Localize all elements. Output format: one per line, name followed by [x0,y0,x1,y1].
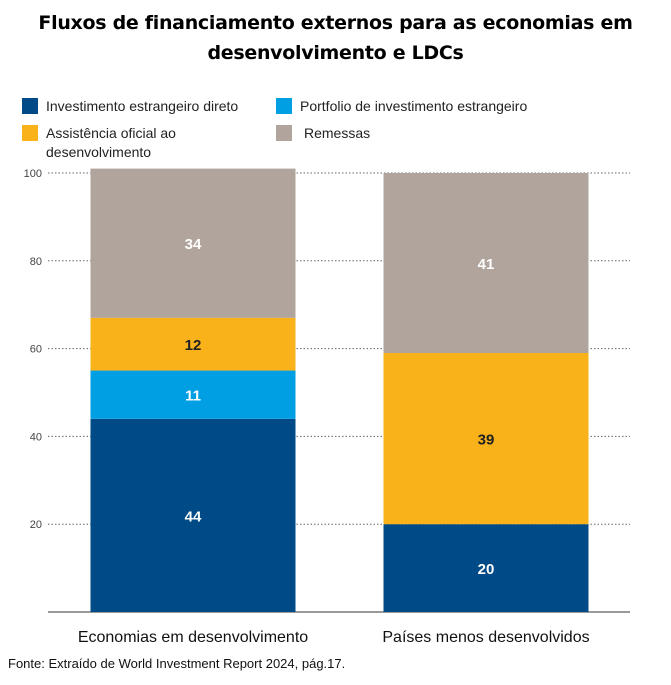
chart-title-line-1: Fluxos de financiamento externos para as… [38,12,633,34]
legend-label-oda-line-1: Assistência oficial ao [46,125,176,141]
y-tick-label-100: 100 [24,168,42,180]
bar-segment-1-2 [383,352,589,525]
chart-title-line-2: desenvolvimento e LDCs [207,42,464,64]
bar-segment-1-3 [383,173,589,353]
source-note: Fonte: Extraído de World Investment Repo… [8,656,346,671]
legend-swatch-fdi [22,98,38,114]
data-label-0-0: 44 [185,508,202,525]
y-tick-label-40: 40 [30,431,42,443]
data-label-1-2: 39 [478,432,495,449]
y-tick-label-80: 80 [30,256,42,268]
data-label-1-3: 41 [478,256,495,273]
legend-label-oda-line-2: desenvolvimento [46,144,152,160]
bar-segment-0-0 [90,418,296,612]
bar-segment-0-2 [90,317,296,371]
y-tick-label-60: 60 [30,344,42,356]
category-label-0: Economias em desenvolvimento [78,629,308,646]
legend-swatch-oda [22,125,38,141]
legend-label-fdi: Investimento estrangeiro direto [46,98,239,114]
legend-swatch-portfolio [276,98,292,114]
legend-label-remittances: Remessas [304,125,371,141]
y-tick-label-20: 20 [30,519,42,531]
legend-swatch-remittances [276,125,292,141]
bar-segment-1-0 [383,524,589,612]
data-label-1-0: 20 [478,561,495,578]
chart-title: Fluxos de financiamento externos para as… [0,8,671,68]
data-label-0-1: 11 [185,388,201,405]
bar-segment-0-3 [90,168,296,318]
data-label-0-3: 34 [185,236,202,253]
data-label-0-2: 12 [185,337,202,354]
legend-label-portfolio: Portfolio de investimento estrangeiro [300,98,528,114]
category-label-1: Países menos desenvolvidos [382,629,589,646]
bar-segment-0-1 [90,370,296,419]
